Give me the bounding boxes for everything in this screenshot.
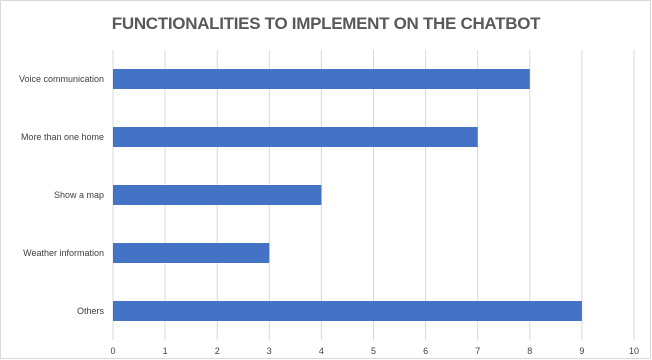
category-label: More than one home [21, 132, 104, 142]
x-tick-label: 8 [527, 346, 532, 356]
x-tick-label: 0 [110, 346, 115, 356]
x-tick-label: 7 [475, 346, 480, 356]
bar [113, 185, 322, 205]
x-tick-label: 4 [319, 346, 324, 356]
x-tick-label: 6 [423, 346, 428, 356]
bar [113, 69, 530, 89]
chart-title: FUNCTIONALITIES TO IMPLEMENT ON THE CHAT… [111, 14, 541, 33]
x-tick-label: 10 [629, 346, 639, 356]
category-labels: Voice communication More than one home Sho… [19, 74, 105, 316]
x-tick-label: 3 [267, 346, 272, 356]
bars [113, 69, 582, 321]
x-tick-label: 5 [371, 346, 376, 356]
category-label: Show a map [54, 190, 104, 200]
gridlines [112, 50, 635, 340]
x-tick-label: 9 [579, 346, 584, 356]
bar [113, 127, 478, 147]
x-tick-labels: 0 1 2 3 4 5 6 7 8 9 10 [110, 346, 639, 356]
bar [113, 243, 270, 263]
x-tick-label: 2 [215, 346, 220, 356]
x-tick-label: 1 [163, 346, 168, 356]
category-label: Weather information [23, 248, 104, 258]
category-label: Others [77, 306, 105, 316]
bar [113, 301, 582, 321]
category-label: Voice communication [19, 74, 104, 84]
